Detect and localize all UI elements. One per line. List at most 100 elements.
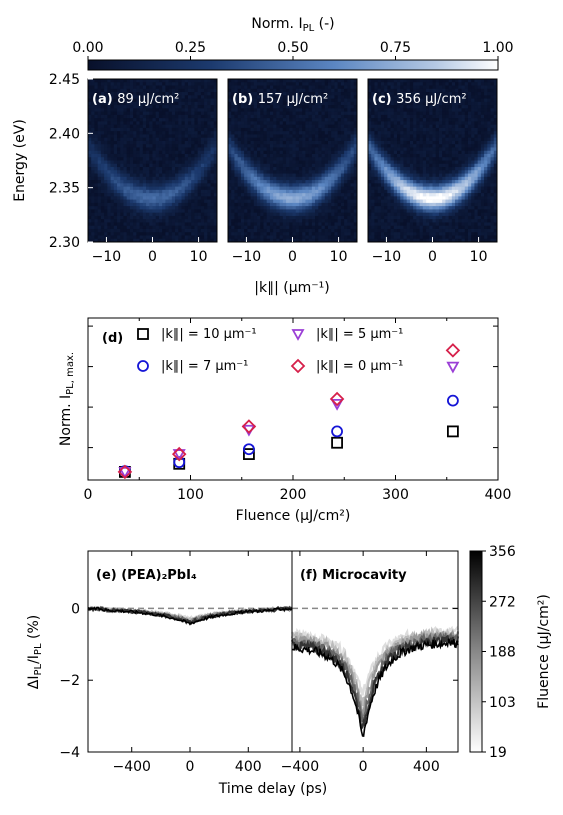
heatmap-cell bbox=[347, 199, 351, 204]
heatmap-cell bbox=[231, 153, 235, 158]
heatmap-cell bbox=[400, 98, 404, 103]
heatmap-cell bbox=[298, 108, 303, 112]
heatmap-cell bbox=[413, 101, 417, 106]
heatmap-cell bbox=[426, 196, 430, 200]
heatmap-cell bbox=[237, 157, 242, 161]
heatmap-cell bbox=[403, 144, 407, 148]
heatmap-cell bbox=[168, 147, 173, 152]
heatmap-cell bbox=[184, 173, 189, 178]
heatmap-cell bbox=[123, 131, 127, 135]
heatmap-cell bbox=[331, 186, 335, 191]
heatmap-cell bbox=[257, 186, 261, 191]
heatmap-cell bbox=[88, 232, 92, 236]
heatmap-cell bbox=[308, 127, 313, 132]
heatmap-cell bbox=[237, 189, 242, 194]
heatmap-cell bbox=[139, 183, 144, 187]
heatmap-cell bbox=[88, 186, 92, 191]
heatmap-cell bbox=[380, 111, 385, 116]
heatmap-cell bbox=[91, 238, 95, 243]
heatmap-cell bbox=[384, 92, 388, 96]
heatmap-cell bbox=[142, 140, 147, 145]
heatmap-cell bbox=[204, 111, 208, 116]
colorbar-top-tick-label: 0.25 bbox=[175, 40, 206, 56]
heatmap-cell bbox=[344, 173, 348, 178]
heatmap-cell bbox=[368, 95, 372, 99]
heatmap-cell bbox=[315, 202, 319, 207]
heatmap-cell bbox=[165, 131, 169, 135]
heatmap-cell bbox=[129, 232, 134, 236]
heatmap-cell bbox=[331, 225, 335, 230]
heatmap-cell bbox=[387, 232, 391, 236]
heatmap-cell bbox=[324, 196, 329, 200]
heatmap-cell bbox=[94, 170, 98, 174]
heatmap-cell bbox=[142, 163, 147, 168]
heatmap-cell bbox=[207, 101, 211, 106]
heatmap-cell bbox=[207, 186, 211, 191]
heatmap-cell bbox=[368, 127, 372, 132]
heatmap-cell bbox=[371, 225, 375, 230]
heatmap-cell bbox=[286, 186, 290, 191]
heatmap-cell bbox=[94, 215, 98, 220]
heatmap-cell bbox=[175, 92, 179, 96]
heatmap-cell bbox=[200, 170, 205, 174]
heatmap-cell bbox=[107, 193, 111, 197]
heatmap-cell bbox=[178, 144, 182, 148]
heatmap-cell bbox=[393, 101, 398, 106]
heatmap-cell bbox=[331, 176, 335, 181]
heatmap-cell bbox=[400, 114, 404, 119]
heatmap-cell bbox=[207, 228, 211, 233]
heatmap-cell bbox=[380, 228, 385, 233]
heatmap-cell bbox=[253, 193, 258, 197]
heatmap-cell bbox=[321, 88, 326, 93]
heatmap-cell bbox=[413, 212, 417, 217]
heatmap-cell bbox=[374, 79, 378, 83]
heatmap-cell bbox=[384, 209, 388, 213]
heatmap-cell bbox=[117, 219, 121, 223]
heatmap-cell bbox=[368, 176, 372, 181]
heatmap-cell bbox=[413, 235, 417, 240]
heatmap-cell bbox=[191, 183, 195, 187]
heatmap-cell bbox=[292, 183, 297, 187]
heatmap-cell bbox=[100, 193, 105, 197]
heatmap-cell bbox=[390, 176, 395, 181]
heatmap-cell bbox=[387, 196, 391, 200]
heatmap-cell bbox=[191, 225, 195, 230]
heatmap-cell bbox=[384, 238, 388, 243]
heatmap-cell bbox=[295, 82, 300, 86]
heatmap-cell bbox=[94, 121, 98, 125]
heatmap-cell bbox=[327, 222, 332, 226]
heatmap-cell bbox=[240, 137, 245, 142]
heatmap-cell bbox=[413, 173, 417, 178]
heatmap-cell bbox=[213, 170, 218, 174]
heatmap-cell bbox=[393, 189, 398, 194]
heatmap-cell bbox=[120, 105, 124, 109]
heatmap-cell bbox=[133, 238, 137, 243]
heatmap-cell bbox=[390, 167, 395, 171]
heatmap-cell bbox=[162, 189, 166, 194]
heatmap-cell bbox=[184, 196, 189, 200]
heatmap-cell bbox=[327, 193, 332, 197]
heatmap-cell bbox=[279, 183, 284, 187]
heatmap-cell bbox=[279, 118, 284, 122]
heatmap-cell bbox=[207, 127, 211, 132]
heatmap-cell bbox=[266, 173, 271, 178]
heatmap-cell bbox=[257, 167, 261, 171]
heatmap-cell bbox=[409, 186, 414, 191]
heatmap-cell bbox=[406, 111, 411, 116]
heatmap-cell bbox=[422, 183, 427, 187]
heatmap-cell bbox=[204, 153, 208, 158]
heatmap-cell bbox=[263, 170, 267, 174]
heatmap-cell bbox=[181, 206, 186, 210]
heatmap-cell bbox=[253, 118, 258, 122]
heatmap-cell bbox=[327, 105, 332, 109]
heatmap-cell bbox=[419, 95, 424, 99]
heatmap-cell bbox=[295, 193, 300, 197]
heatmap-cell bbox=[257, 222, 261, 226]
heatmap-cell bbox=[324, 235, 329, 240]
heatmap-cell bbox=[269, 193, 274, 197]
heatmap-cell bbox=[107, 92, 111, 96]
heatmap-cell bbox=[187, 137, 192, 142]
heatmap-cell bbox=[419, 199, 424, 204]
heatmap-cell bbox=[422, 199, 427, 204]
heatmap-cell bbox=[194, 202, 198, 207]
